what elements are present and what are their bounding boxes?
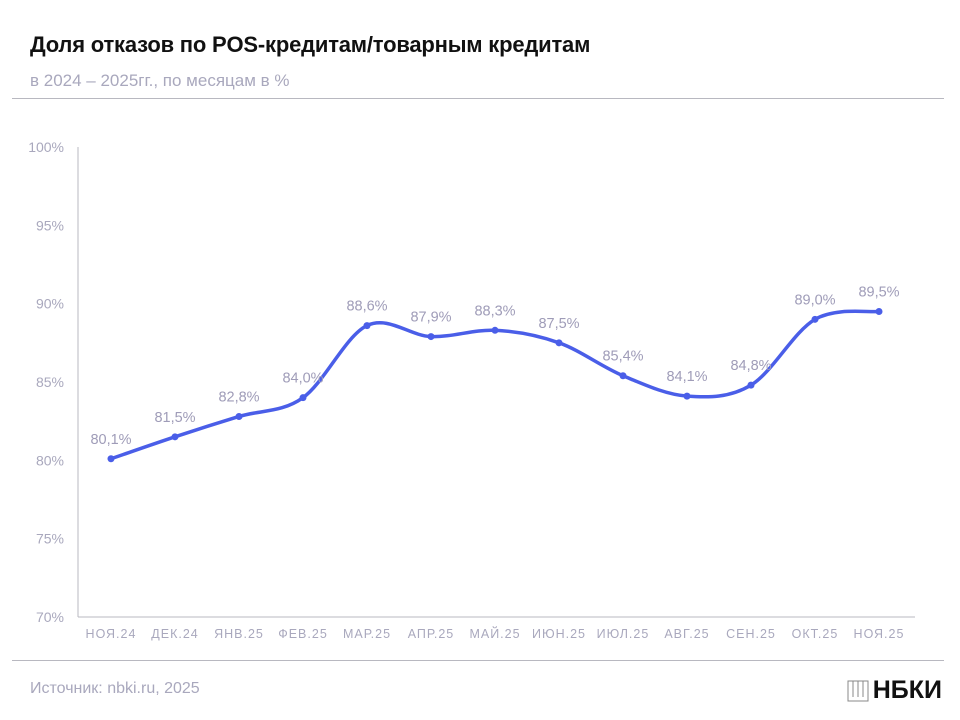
x-tick-label: АВГ.25	[664, 627, 709, 641]
data-label: 88,6%	[346, 299, 387, 315]
footer-divider	[12, 660, 944, 661]
data-label: 87,9%	[410, 310, 451, 326]
logo-text: НБКИ	[872, 676, 942, 704]
source-note: Источник: nbki.ru, 2025	[30, 680, 200, 697]
data-point	[747, 381, 755, 389]
chart-title: Доля отказов по POS-кредитам/товарным кр…	[30, 32, 591, 57]
data-label: 84,8%	[730, 358, 771, 374]
chart-subtitle: в 2024 – 2025гг., по месяцам в %	[30, 71, 290, 90]
data-point	[171, 433, 179, 441]
y-tick-label: 80%	[36, 452, 64, 468]
data-point	[235, 412, 243, 420]
nbki-logo: НБКИ	[847, 676, 942, 705]
data-label: 89,5%	[858, 285, 899, 301]
logo-icon	[847, 680, 869, 701]
x-tick-label: ДЕК.24	[151, 627, 198, 641]
data-label: 89,0%	[794, 292, 835, 308]
x-tick-label: ИЮЛ.25	[597, 627, 650, 641]
data-label: 82,8%	[218, 389, 259, 405]
y-tick-label: 75%	[36, 531, 64, 547]
y-tick-label: 85%	[36, 374, 64, 390]
data-label: 88,3%	[474, 303, 515, 319]
data-point	[299, 394, 307, 402]
data-point	[491, 326, 499, 334]
x-tick-label: АПР.25	[408, 627, 455, 641]
data-label: 80,1%	[90, 432, 131, 448]
y-tick-label: 95%	[36, 217, 64, 233]
data-point	[683, 392, 691, 400]
data-point	[875, 308, 883, 315]
data-point	[619, 372, 627, 380]
x-tick-label: НОЯ.25	[854, 627, 905, 641]
x-tick-label: ОКТ.25	[792, 627, 839, 641]
data-label: 81,5%	[154, 410, 195, 426]
y-tick-label: 90%	[36, 296, 64, 312]
header-divider	[12, 98, 944, 99]
data-point	[555, 339, 563, 347]
data-label: 84,1%	[666, 369, 707, 385]
data-point	[107, 455, 115, 463]
x-tick-label: МАЙ.25	[469, 626, 520, 641]
x-tick-label: ФЕВ.25	[278, 627, 328, 641]
data-label: 85,4%	[602, 349, 643, 365]
data-label: 84,0%	[282, 371, 323, 387]
x-tick-label: ИЮН.25	[532, 627, 586, 641]
data-label: 87,5%	[538, 316, 579, 332]
x-tick-label: СЕН.25	[726, 627, 776, 641]
x-tick-label: МАР.25	[343, 627, 391, 641]
x-tick-label: НОЯ.24	[86, 627, 137, 641]
x-tick-label: ЯНВ.25	[214, 627, 264, 641]
y-tick-label: 100%	[28, 139, 64, 155]
data-point	[363, 322, 371, 330]
data-point	[811, 315, 819, 323]
y-tick-label: 70%	[36, 609, 64, 625]
data-point	[427, 333, 435, 341]
